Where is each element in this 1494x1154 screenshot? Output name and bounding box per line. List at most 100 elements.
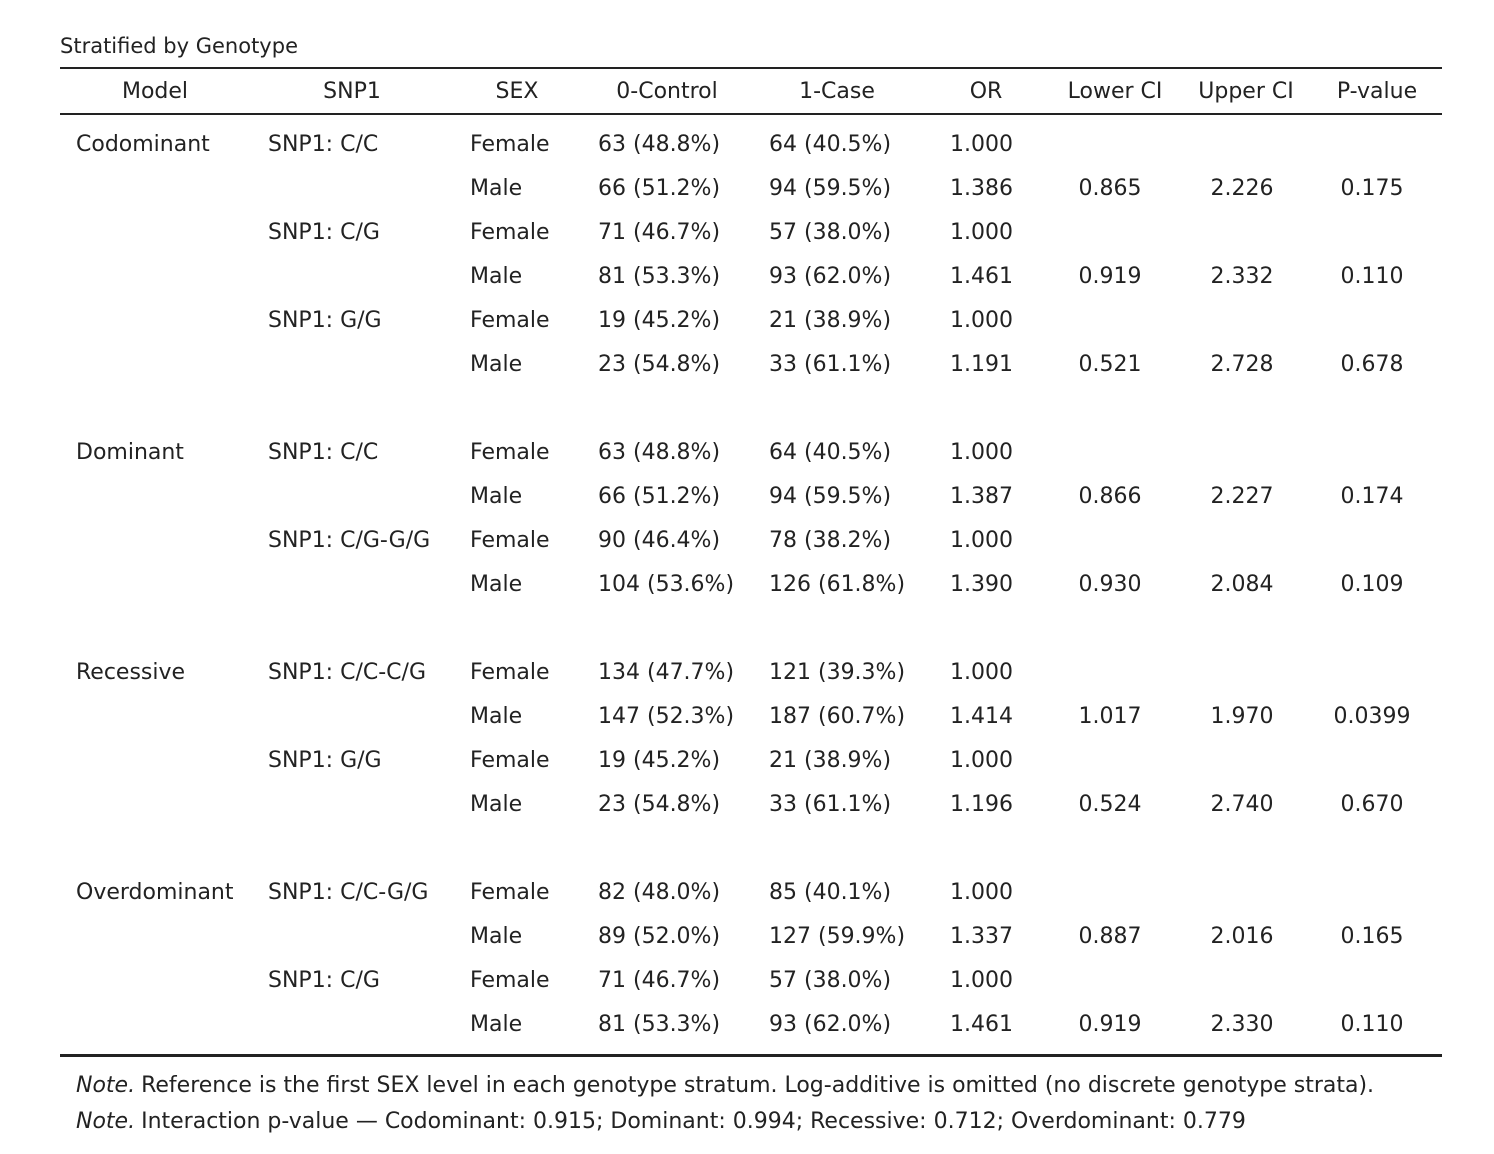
table-cell: Female xyxy=(470,220,550,245)
table-cell: Male xyxy=(470,176,523,201)
table-cell: 1.000 xyxy=(950,220,1013,245)
table-cell: 187 (60.7%) xyxy=(769,704,906,729)
table-cell: 82 (48.0%) xyxy=(598,880,721,905)
table-cell: 0.678 xyxy=(1340,352,1404,377)
table-cell: 1.000 xyxy=(950,968,1013,993)
table-cell: Female xyxy=(470,440,550,465)
table-cell: 104 (53.6%) xyxy=(598,572,735,597)
note-label: Note. xyxy=(76,1073,136,1098)
table-cell: Female xyxy=(470,132,550,157)
table-cell: 2.332 xyxy=(1210,264,1274,289)
table-cell: 66 (51.2%) xyxy=(598,484,721,509)
table-cell: 78 (38.2%) xyxy=(769,528,892,553)
table-cell: 63 (48.8%) xyxy=(598,132,721,157)
table-cell: 57 (38.0%) xyxy=(769,220,892,245)
table-cell: 2.226 xyxy=(1210,176,1274,201)
table-cell: 1.000 xyxy=(950,440,1013,465)
table-cell: Male xyxy=(470,572,523,597)
table-cell: 0.110 xyxy=(1340,1012,1404,1037)
table-cell: 1.386 xyxy=(950,176,1013,201)
table-cell: 33 (61.1%) xyxy=(769,352,892,377)
table-cell: 1.337 xyxy=(950,924,1013,949)
table-title: Stratified by Genotype xyxy=(60,34,298,58)
table-cell: 2.740 xyxy=(1210,792,1274,817)
table-cell: 93 (62.0%) xyxy=(769,1012,892,1037)
table-cell: 0.521 xyxy=(1078,352,1142,377)
table-cell: 1.970 xyxy=(1210,704,1274,729)
column-header: OR xyxy=(969,79,1003,104)
table-cell: 127 (59.9%) xyxy=(769,924,906,949)
note-text: Reference is the first SEX level in each… xyxy=(141,1073,1375,1098)
table-cell: 134 (47.7%) xyxy=(598,660,735,685)
table-cell: Male xyxy=(470,792,523,817)
table-cell: 85 (40.1%) xyxy=(769,880,892,905)
table-cell: 1.017 xyxy=(1078,704,1142,729)
table-cell: SNP1: G/G xyxy=(268,308,382,333)
table-cell: 0.670 xyxy=(1340,792,1404,817)
table-cell: Female xyxy=(470,748,550,773)
note-text: Interaction p-value — Codominant: 0.915;… xyxy=(141,1109,1246,1134)
table-cell: Male xyxy=(470,924,523,949)
table-cell: 2.016 xyxy=(1210,924,1274,949)
table-cell: 1.191 xyxy=(950,352,1013,377)
table-cell: 89 (52.0%) xyxy=(598,924,721,949)
table-cell: Female xyxy=(470,968,550,993)
note: Note. Interaction p-value — Codominant: 0… xyxy=(76,1108,1246,1136)
table-cell: Male xyxy=(470,352,523,377)
table-cell: 0.919 xyxy=(1078,264,1142,289)
table-cell: SNP1: C/G-G/G xyxy=(268,528,431,553)
table-cell: 1.461 xyxy=(950,1012,1013,1037)
table-cell: 71 (46.7%) xyxy=(598,968,721,993)
column-header: Upper CI xyxy=(1198,79,1294,104)
table-cell: 94 (59.5%) xyxy=(769,176,892,201)
table-cell: 0.930 xyxy=(1078,572,1142,597)
table-cell: Female xyxy=(470,528,550,553)
bottom-rule xyxy=(60,1054,1442,1057)
table-cell: Male xyxy=(470,704,523,729)
table-cell: SNP1: C/C xyxy=(268,440,379,465)
table-cell: 1.387 xyxy=(950,484,1013,509)
table-cell: 33 (61.1%) xyxy=(769,792,892,817)
table-cell: 1.000 xyxy=(950,660,1013,685)
table-cell: 93 (62.0%) xyxy=(769,264,892,289)
table-cell: 2.227 xyxy=(1210,484,1274,509)
column-header: Lower CI xyxy=(1067,79,1163,104)
table-cell: SNP1: C/C-G/G xyxy=(268,880,429,905)
table-cell: Male xyxy=(470,1012,523,1037)
table-cell: 0.887 xyxy=(1078,924,1142,949)
table-cell: 64 (40.5%) xyxy=(769,132,892,157)
table-cell: 1.000 xyxy=(950,528,1013,553)
table-cell: Male xyxy=(470,484,523,509)
column-header: P-value xyxy=(1336,79,1418,104)
table-cell: 81 (53.3%) xyxy=(598,1012,721,1037)
table-cell: Codominant xyxy=(76,132,210,157)
table-cell: 94 (59.5%) xyxy=(769,484,892,509)
table-cell: SNP1: G/G xyxy=(268,748,382,773)
table-cell: 2.084 xyxy=(1210,572,1274,597)
column-header: 0-Control xyxy=(616,79,718,104)
table-cell: 1.390 xyxy=(950,572,1013,597)
table-cell: Recessive xyxy=(76,660,186,685)
table-cell: 0.919 xyxy=(1078,1012,1142,1037)
table-cell: 147 (52.3%) xyxy=(598,704,735,729)
table-cell: 2.728 xyxy=(1210,352,1274,377)
table-cell: Male xyxy=(470,264,523,289)
table-cell: 90 (46.4%) xyxy=(598,528,721,553)
table-cell: 21 (38.9%) xyxy=(769,748,892,773)
table-cell: 0.174 xyxy=(1340,484,1404,509)
table-cell: 63 (48.8%) xyxy=(598,440,721,465)
table-cell: Female xyxy=(470,308,550,333)
table-cell: 0.524 xyxy=(1078,792,1142,817)
table-cell: 1.000 xyxy=(950,308,1013,333)
table-cell: 1.196 xyxy=(950,792,1013,817)
table-cell: 2.330 xyxy=(1210,1012,1274,1037)
table-cell: 0.866 xyxy=(1078,484,1142,509)
table-cell: 57 (38.0%) xyxy=(769,968,892,993)
table-cell: 1.000 xyxy=(950,880,1013,905)
table-cell: 0.865 xyxy=(1078,176,1142,201)
table-cell: Dominant xyxy=(76,440,184,465)
table-cell: 81 (53.3%) xyxy=(598,264,721,289)
table-cell: SNP1: C/C xyxy=(268,132,379,157)
note-label: Note. xyxy=(76,1109,136,1134)
